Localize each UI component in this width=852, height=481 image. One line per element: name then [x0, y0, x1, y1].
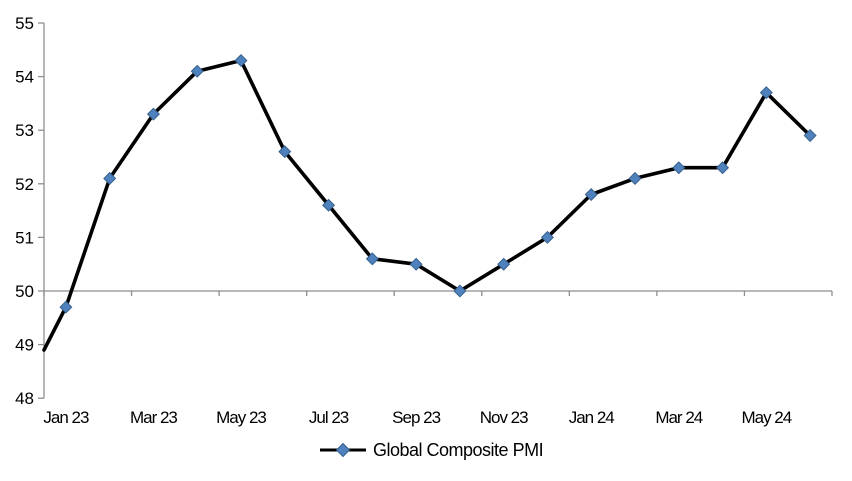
data-point-marker — [234, 54, 248, 68]
x-tick-label: Jul 23 — [309, 408, 349, 427]
x-tick-label: May 24 — [741, 408, 791, 427]
data-point-marker — [365, 252, 379, 266]
data-point-marker — [672, 161, 686, 175]
y-tick-label: 55 — [15, 14, 34, 33]
legend: Global Composite PMI — [320, 439, 544, 461]
data-point-marker — [59, 300, 73, 314]
data-point-marker — [716, 161, 730, 175]
data-point-marker — [540, 230, 554, 244]
legend-line-marker-icon — [320, 442, 366, 458]
data-point-marker — [628, 171, 642, 185]
y-tick-label: 50 — [15, 282, 34, 301]
x-tick-label: May 23 — [216, 408, 266, 427]
legend-label: Global Composite PMI — [373, 440, 544, 460]
data-point-marker — [278, 145, 292, 159]
x-tick-label: Jan 24 — [569, 408, 615, 427]
data-point-marker — [190, 64, 204, 78]
y-tick-label: 54 — [15, 68, 34, 87]
x-tick-label: Sep 23 — [392, 408, 440, 427]
x-tick-label: Mar 23 — [130, 408, 177, 427]
x-tick-label: Jan 23 — [43, 408, 89, 427]
x-tick-label: Mar 24 — [655, 408, 702, 427]
y-tick-label: 51 — [15, 228, 34, 247]
x-tick-label: Nov 23 — [480, 408, 528, 427]
data-point-marker — [322, 198, 336, 212]
data-point-marker — [497, 257, 511, 271]
y-tick-label: 53 — [15, 121, 34, 140]
data-point-marker — [584, 188, 598, 202]
data-point-marker — [103, 171, 117, 185]
data-point-marker — [146, 107, 160, 121]
data-point-marker — [803, 129, 817, 143]
y-tick-label: 52 — [15, 175, 34, 194]
data-point-marker — [453, 284, 467, 298]
y-tick-label: 49 — [15, 336, 34, 355]
data-point-marker — [759, 86, 773, 100]
pmi-series-line — [42, 58, 812, 352]
y-tick-label: 48 — [15, 389, 34, 408]
data-point-marker — [409, 257, 423, 271]
